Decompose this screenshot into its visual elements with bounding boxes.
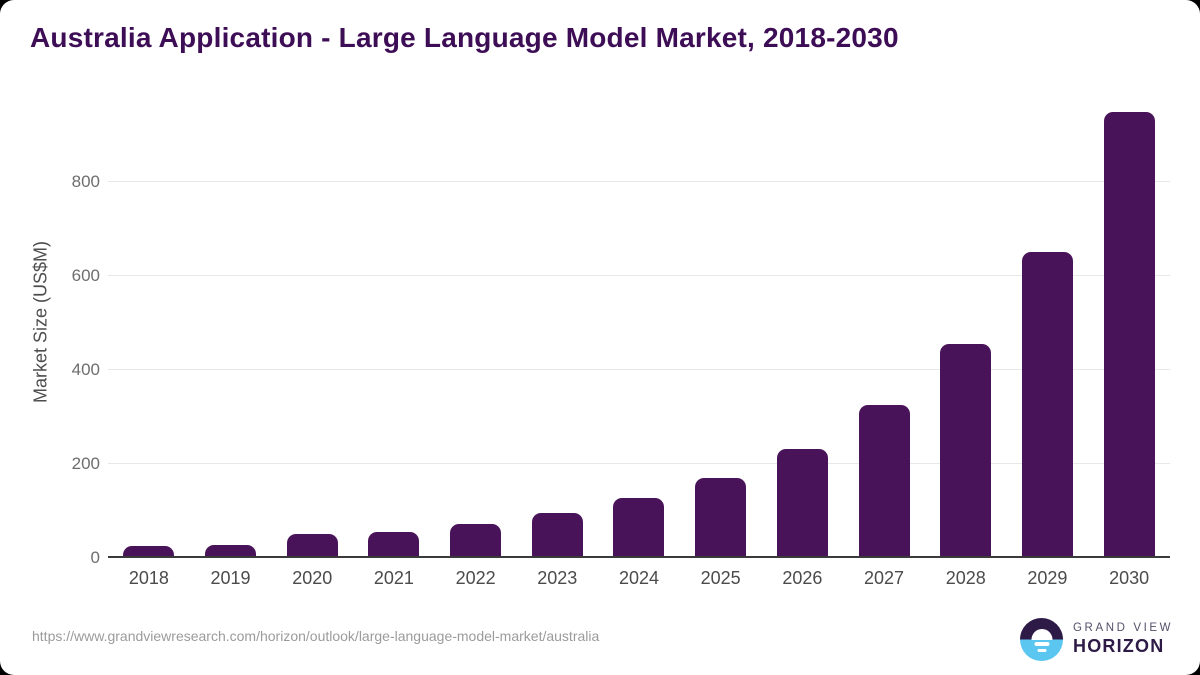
bar-slot-2021 (353, 100, 434, 558)
gridline-200 (108, 463, 1170, 464)
y-tick-label-600: 600 (71, 266, 100, 285)
grandview-horizon-logo: GRAND VIEW HORIZON (1020, 618, 1173, 661)
bar-2029[interactable] (1021, 251, 1073, 558)
bar-slot-2026 (762, 100, 843, 558)
bar-2022[interactable] (450, 523, 502, 558)
source-url: https://www.grandviewresearch.com/horizo… (32, 628, 600, 644)
x-tick-label-2018: 2018 (128, 568, 169, 588)
x-axis-ticks: 2018 2019 2020 2021 2022 2023 2024 2025 2026 2027… (108, 568, 1170, 589)
bar-slot-2019 (190, 100, 271, 558)
x-tick-label-2026: 2026 (782, 568, 823, 588)
bar-2028[interactable] (940, 343, 992, 558)
chart-title: Australia Application - Large Language M… (30, 22, 899, 53)
bar-slot-2025 (680, 100, 761, 558)
x-tick-label-2023: 2023 (537, 568, 578, 588)
bar-slot-2024 (598, 100, 679, 558)
bar-2030[interactable] (1103, 111, 1155, 558)
bar-2020[interactable] (286, 533, 338, 558)
y-tick-label-0: 0 (90, 548, 100, 567)
x-tick-label-2029: 2029 (1027, 568, 1068, 588)
bar-slot-2028 (925, 100, 1006, 558)
x-tick-label-2030: 2030 (1109, 568, 1150, 588)
gridline-800 (108, 181, 1170, 182)
gridline-600 (108, 275, 1170, 276)
bar-2021[interactable] (368, 531, 420, 558)
bar-slot-2029 (1007, 100, 1088, 558)
y-tick-label-800: 800 (71, 172, 100, 191)
sun-reflection-line-1 (1034, 642, 1049, 646)
bar-slot-2023 (517, 100, 598, 558)
bar-slot-2027 (844, 100, 925, 558)
bar-2025[interactable] (695, 477, 747, 558)
bar-slot-2020 (272, 100, 353, 558)
horizon-sun-icon (1020, 618, 1063, 661)
logo-text: GRAND VIEW HORIZON (1073, 622, 1173, 657)
bar-2024[interactable] (613, 497, 665, 558)
bar-slot-2030 (1089, 100, 1170, 558)
plot-area (108, 100, 1170, 558)
sun-reflection-line-2 (1037, 648, 1046, 652)
bar-series (108, 100, 1170, 558)
bar-slot-2022 (435, 100, 516, 558)
x-tick-label-2020: 2020 (292, 568, 333, 588)
x-tick-label-2021: 2021 (373, 568, 414, 588)
x-tick-label-2028: 2028 (945, 568, 986, 588)
x-tick-label-2019: 2019 (210, 568, 251, 588)
y-tick-label-400: 400 (71, 360, 100, 379)
x-tick-label-2025: 2025 (700, 568, 741, 588)
gridline-400 (108, 369, 1170, 370)
x-axis-line (108, 556, 1170, 558)
logo-brand-bottom: HORIZON (1073, 636, 1165, 656)
bar-2026[interactable] (776, 448, 828, 558)
bar-2027[interactable] (858, 404, 910, 558)
x-tick-label-2022: 2022 (455, 568, 496, 588)
sun-shape (1031, 629, 1052, 640)
x-tick-label-2027: 2027 (864, 568, 905, 588)
logo-brand-top: GRAND VIEW (1073, 622, 1174, 634)
bar-slot-2018 (108, 100, 189, 558)
bar-2019[interactable] (205, 545, 257, 558)
y-tick-label-200: 200 (71, 454, 100, 473)
bar-2023[interactable] (531, 512, 583, 558)
bar-2018[interactable] (123, 546, 175, 558)
x-tick-label-2024: 2024 (618, 568, 659, 588)
